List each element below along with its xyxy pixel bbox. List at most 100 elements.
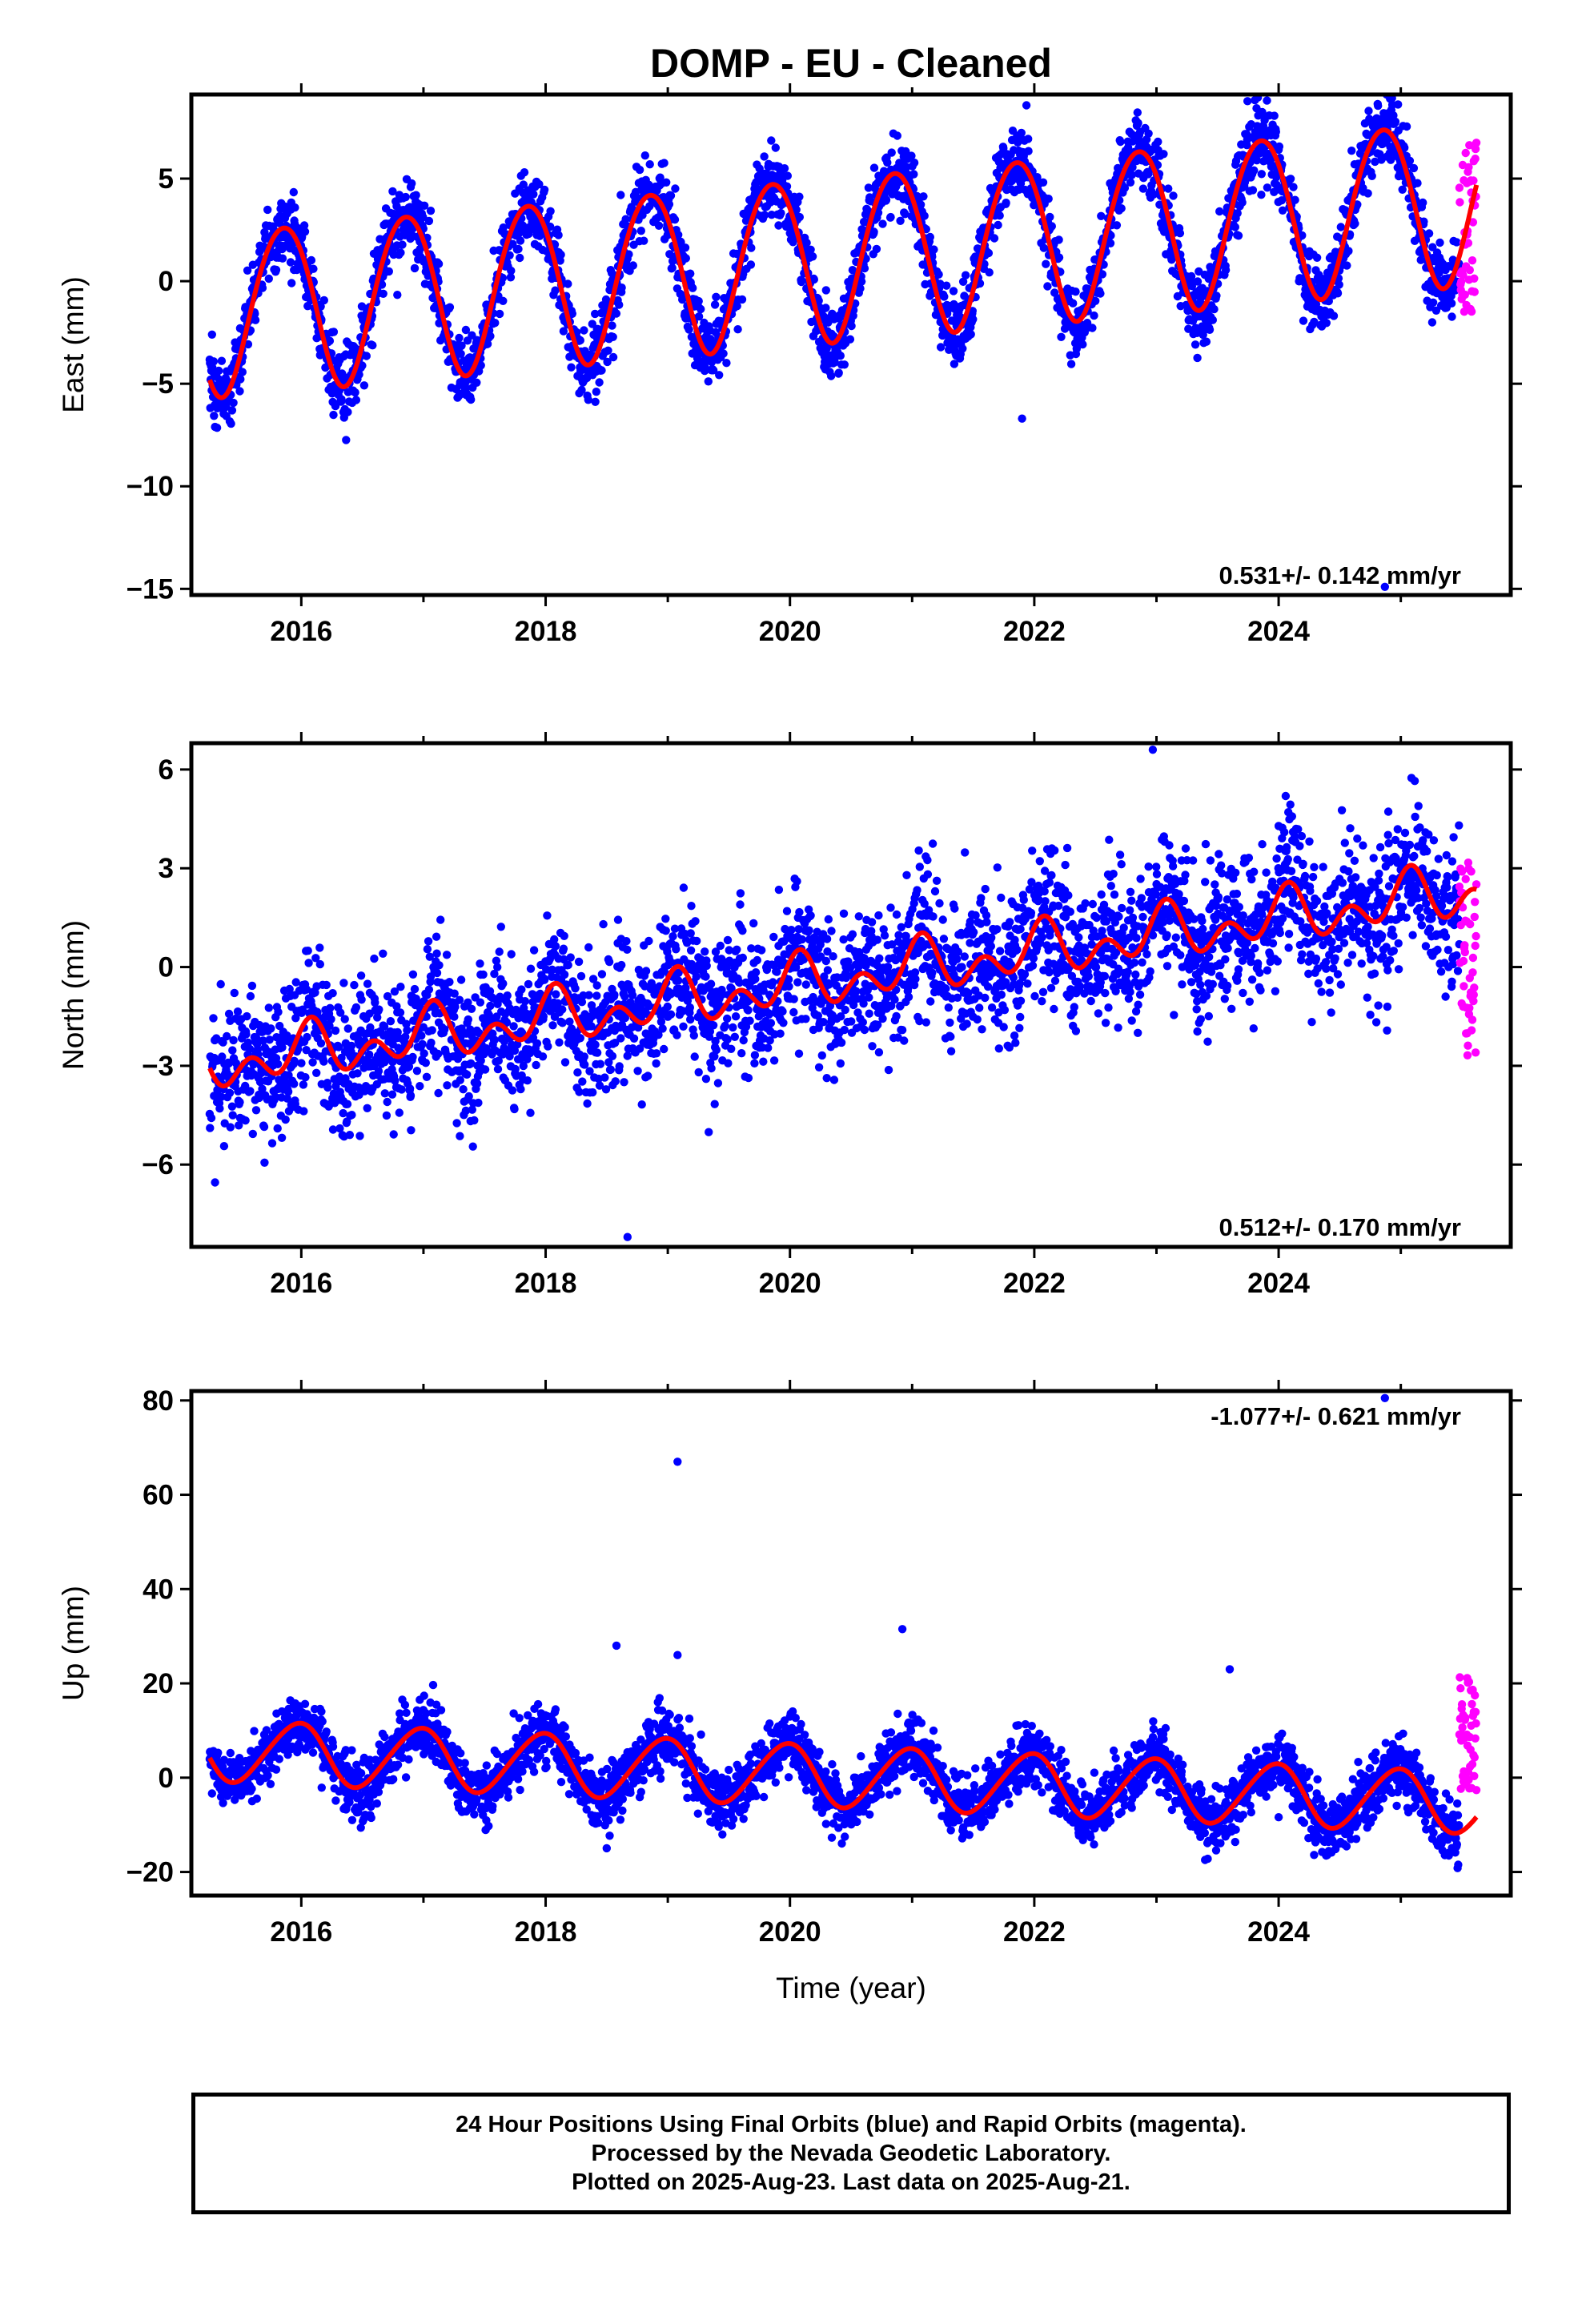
- north-final-point: [712, 1045, 721, 1055]
- east-final-point: [782, 182, 792, 191]
- east-final-point: [826, 372, 836, 380]
- east-final-point: [808, 252, 817, 261]
- east-final-point: [712, 292, 721, 301]
- east-final-point: [1133, 108, 1142, 117]
- north-final-point: [416, 1082, 424, 1091]
- east-final-point: [966, 330, 975, 339]
- north-final-point: [707, 1063, 716, 1073]
- north-final-point: [274, 1007, 283, 1017]
- east-final-point: [329, 328, 339, 336]
- north-final-point: [691, 917, 700, 926]
- east-final-point: [733, 302, 741, 311]
- east-final-point: [681, 243, 690, 252]
- east-final-point: [847, 321, 856, 331]
- east-final-point: [1117, 204, 1126, 213]
- north-final-point: [733, 945, 741, 955]
- north-final-point: [267, 1024, 275, 1033]
- east-final-point: [886, 212, 895, 222]
- east-final-point: [777, 208, 785, 218]
- east-final-point: [686, 269, 695, 278]
- north-final-point: [580, 1060, 589, 1069]
- north-final-point: [690, 1052, 699, 1061]
- north-final-point: [209, 1014, 218, 1023]
- east-final-point: [612, 309, 621, 318]
- east-final-point: [1424, 229, 1434, 238]
- north-final-point: [558, 1019, 567, 1027]
- east-final-point: [1066, 360, 1076, 368]
- east-final-point: [654, 221, 664, 230]
- north-final-point: [574, 957, 584, 967]
- north-final-point: [323, 1083, 332, 1092]
- east-outlier-point: [1018, 414, 1026, 423]
- east-final-point: [309, 264, 318, 273]
- east-final-point: [919, 192, 928, 201]
- east-final-point: [507, 266, 516, 275]
- north-final-point: [228, 1111, 237, 1120]
- north-final-point: [543, 911, 552, 920]
- east-final-point: [936, 343, 946, 352]
- north-final-point: [669, 932, 677, 941]
- north-final-point: [326, 1003, 335, 1013]
- east-rate-label: 0.531+/- 0.142 mm/yr: [1219, 561, 1461, 589]
- north-final-point: [526, 964, 536, 973]
- east-final-point: [960, 292, 969, 300]
- east-final-point: [783, 171, 792, 180]
- east-final-point: [1046, 212, 1054, 222]
- north-final-point: [744, 1006, 753, 1015]
- north-final-point: [233, 1007, 243, 1016]
- east-final-point: [291, 203, 299, 212]
- north-final-point: [673, 1031, 681, 1039]
- north-final-point: [424, 937, 433, 946]
- east-y-tick-label: −15: [126, 573, 174, 605]
- east-final-point: [994, 220, 1002, 230]
- east-final-point: [516, 253, 524, 263]
- east-final-point: [689, 283, 697, 292]
- north-final-point: [663, 1002, 672, 1011]
- east-rapid-point: [1470, 287, 1480, 296]
- north-final-point: [396, 983, 405, 991]
- east-final-point: [368, 341, 377, 350]
- chart-title: DOMP - EU - Cleaned: [650, 41, 1052, 86]
- east-final-point: [546, 207, 555, 215]
- north-final-point: [622, 937, 631, 946]
- north-final-point: [744, 1073, 753, 1083]
- east-final-point: [1154, 137, 1162, 147]
- east-final-point: [1329, 312, 1339, 320]
- north-final-point: [583, 1099, 592, 1108]
- east-final-point: [660, 159, 669, 167]
- north-final-point: [303, 1032, 311, 1042]
- east-final-point: [681, 254, 690, 263]
- east-final-point: [671, 184, 680, 193]
- north-final-point: [616, 1034, 625, 1043]
- north-final-point: [666, 1010, 676, 1019]
- east-final-point: [1078, 340, 1087, 349]
- north-final-point: [353, 1069, 362, 1078]
- north-final-point: [248, 1129, 257, 1139]
- east-final-point: [666, 191, 676, 200]
- east-final-point: [893, 131, 902, 140]
- north-final-point: [450, 1012, 459, 1021]
- north-final-point: [312, 1068, 321, 1078]
- north-final-point: [564, 960, 572, 970]
- east-final-point: [1210, 304, 1219, 314]
- east-final-point: [984, 248, 994, 258]
- north-final-point: [315, 943, 324, 952]
- east-final-point: [840, 360, 849, 369]
- east-final-point: [869, 163, 879, 172]
- north-final-point: [251, 1106, 261, 1115]
- north-final-point: [226, 1123, 235, 1132]
- east-final-point: [540, 185, 549, 195]
- east-final-point: [1394, 100, 1403, 109]
- north-final-point: [387, 1090, 397, 1099]
- north-final-point: [685, 1003, 694, 1012]
- east-final-point: [958, 277, 968, 286]
- east-final-point: [455, 333, 464, 343]
- north-final-point: [319, 1057, 328, 1066]
- north-final-point: [472, 1079, 482, 1088]
- east-final-point: [767, 136, 776, 145]
- east-final-point: [331, 401, 340, 411]
- north-final-point: [606, 1065, 615, 1074]
- north-final-point: [679, 1022, 688, 1031]
